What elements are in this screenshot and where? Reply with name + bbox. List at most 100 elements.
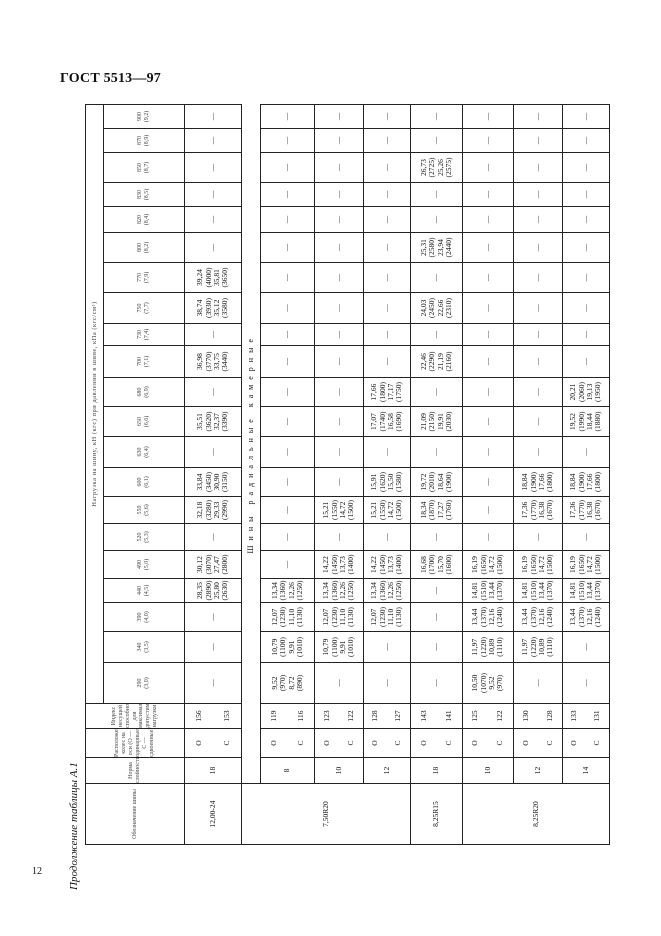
page-number: 12 — [32, 866, 42, 877]
load-single: 17,36 (1770) — [568, 497, 586, 523]
load-cell: — — [184, 104, 242, 129]
header-load-title: Нагрузка на шину, кН (кгс) при давлении … — [85, 104, 104, 704]
no-value-dash: — — [532, 388, 542, 396]
pressure-kgf: (7,9) — [144, 271, 150, 284]
no-value-dash: — — [207, 330, 217, 339]
pressure-header: 830 (8,5) — [103, 182, 185, 207]
cell-stack: 14,81 (1510) 13,44 (1370) — [520, 579, 555, 602]
pressure-header: 490 (5,0) — [103, 550, 185, 579]
no-value-dash: — — [532, 273, 542, 282]
cell-stack: 16,68 (1700) 15,70 (1600) — [419, 551, 454, 578]
load-cell: 13,34 (1360) 12,26 (1250) — [260, 578, 315, 603]
pressure-kgf: (6,4) — [144, 446, 150, 458]
load-cell: — — [410, 631, 463, 663]
load-kgf: (1800) — [593, 472, 603, 492]
pressure-kgf: (8,7) — [144, 161, 150, 174]
load-cell: — — [513, 262, 563, 293]
pressure-header: 440 (4,5) — [103, 578, 185, 603]
load-single: 18,84 (1900) — [520, 468, 538, 496]
position-value: С — [544, 740, 554, 746]
table-row: 8 О С 119 116 9,52 (970) 8,72 (890) 10,79 (1100) 9,… — [260, 104, 315, 845]
no-value-dash: — — [333, 215, 343, 224]
load-cell: — — [363, 436, 411, 468]
load-cell: — — [410, 436, 463, 468]
load-cell: — — [513, 377, 563, 407]
cell-stack: 17,36 (1770) 16,38 (1670) — [520, 497, 555, 523]
no-value-dash: — — [580, 357, 590, 366]
load-dual: 13,73 (1400) — [338, 551, 356, 578]
load-single: 28,35 (2890) — [195, 579, 213, 602]
pressure-header: 290 (3,0) — [103, 662, 185, 704]
pressure-header: 650 (6,6) — [103, 406, 185, 437]
load-kgf: (1670) — [545, 500, 555, 520]
load-single: 12,07 (1230) — [321, 603, 339, 631]
pressure-kpa: 770 — [137, 273, 144, 282]
load-dual: 25,26 (2575) — [436, 153, 454, 182]
no-value-dash: — — [207, 163, 217, 172]
load-cell: — — [260, 550, 315, 579]
load-cell: — — [184, 128, 242, 153]
load-cell: — — [260, 232, 315, 263]
load-dual: 12,26 (1250) — [287, 579, 305, 602]
no-value-dash: — — [381, 643, 391, 651]
pressure-header: 870 (8,9) — [103, 128, 185, 153]
load-cell: — — [363, 232, 411, 263]
no-value-dash: — — [282, 330, 292, 339]
pressure-kpa: 650 — [137, 417, 144, 426]
header-ply-rating: Норма слойности — [85, 757, 185, 784]
no-value-dash: — — [580, 448, 590, 456]
cell-stack: 119 116 — [261, 704, 314, 728]
load-cell: — — [314, 467, 364, 497]
load-cell: — — [562, 436, 610, 468]
load-dual: 15,50 (1580) — [386, 468, 404, 496]
load-single: 24,03 (2450) — [419, 293, 437, 323]
index-value: 130 — [520, 710, 530, 722]
load-single: 13,34 (1360) — [321, 579, 339, 602]
no-value-dash: — — [333, 533, 343, 541]
load-cell: — — [410, 602, 463, 632]
load-single: 15,91 (1620) — [369, 468, 387, 496]
ply-rating: 18 — [410, 757, 463, 784]
load-single: 25,31 (2580) — [419, 233, 437, 262]
load-cell: — — [184, 523, 242, 551]
position-value: О — [321, 740, 331, 746]
load-cell: — — [363, 345, 411, 378]
load-cell: — — [410, 128, 463, 153]
load-kgf: (1250) — [294, 580, 304, 601]
load-dual: 32,37 (3390) — [212, 407, 230, 436]
no-value-dash: — — [580, 304, 590, 312]
load-kgf: (1760) — [443, 500, 453, 520]
pressure-kpa: 290 — [137, 678, 144, 688]
pressure-kgf: (5,6) — [144, 504, 150, 516]
position-value: О — [193, 740, 203, 746]
load-cell: — — [410, 323, 463, 346]
cell-stack: 38,74 (3930) 35,12 (3580) — [195, 293, 230, 323]
load-dual: 12,16 (1240) — [585, 603, 603, 631]
no-value-dash: — — [381, 136, 391, 145]
no-value-dash: — — [482, 506, 492, 514]
no-value-dash: — — [207, 533, 217, 541]
no-value-dash: — — [381, 679, 391, 687]
pressure-kpa: 550 — [137, 505, 144, 515]
no-value-dash: — — [482, 388, 492, 396]
load-kgf: (1880) — [593, 411, 603, 432]
no-value-dash: — — [580, 215, 590, 224]
load-single: 14,81 (1510) — [568, 579, 586, 602]
load-cell: 12,07 (1230) 11,10 (1130) — [314, 602, 364, 632]
table-row: 12,00-24 18 О С 156 153— — —28,35 (2890) 25,80 (26… — [184, 104, 242, 845]
no-value-dash: — — [532, 136, 542, 145]
no-value-dash: — — [381, 330, 391, 339]
load-single: 16,19 (1650) — [568, 551, 586, 578]
load-single: 32,18 (3280) — [195, 497, 213, 523]
load-cell: 17,36 (1770) 16,38 (1670) — [562, 496, 610, 524]
load-dual: 23,94 (2440) — [436, 233, 454, 262]
no-value-dash: — — [482, 417, 492, 426]
load-cell: — — [363, 323, 411, 346]
load-dual: 12,26 (1250) — [338, 579, 356, 602]
no-value-dash: — — [580, 136, 590, 145]
load-kgf: (2990) — [220, 500, 230, 520]
cell-stack: 19,72 (2010) 18,64 (1900) — [419, 468, 454, 496]
